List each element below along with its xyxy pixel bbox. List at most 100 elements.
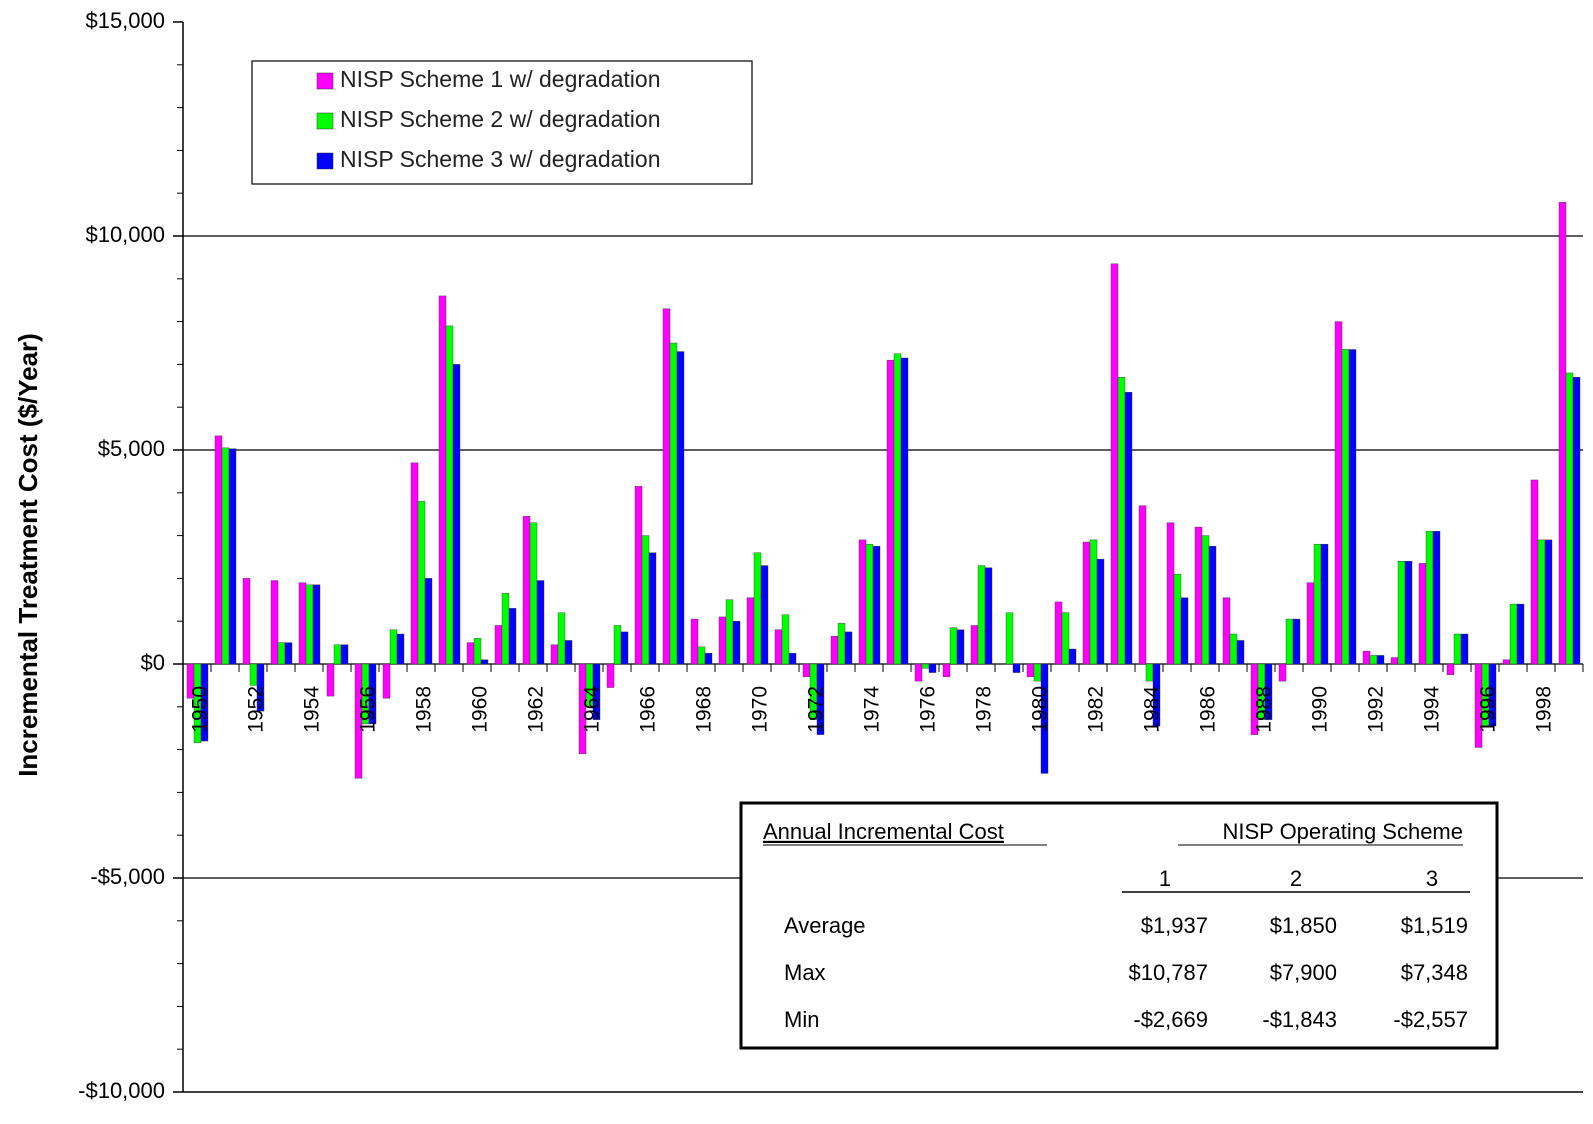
bar <box>760 565 769 665</box>
bar <box>1180 597 1189 665</box>
row-label: Average <box>784 913 866 938</box>
x-tick-label: 1980 <box>1029 686 1052 733</box>
x-tick-label: 1954 <box>301 686 324 733</box>
bar <box>1376 655 1385 665</box>
bar <box>837 623 846 665</box>
bar <box>1313 543 1322 665</box>
x-tick-label: 1978 <box>973 686 996 733</box>
bar <box>1124 392 1133 665</box>
bar <box>1320 543 1329 665</box>
bar <box>921 663 930 669</box>
table-header: NISP Operating Scheme <box>1223 819 1464 844</box>
bar <box>788 653 797 665</box>
x-tick-label: 1960 <box>469 686 492 733</box>
bar <box>1334 321 1343 665</box>
bar <box>1096 558 1105 665</box>
table-box <box>739 801 1499 1050</box>
bar <box>1425 531 1434 665</box>
bar <box>606 663 615 688</box>
bar <box>1082 541 1091 665</box>
y-tick-label: -$5,000 <box>90 864 165 889</box>
row-label: Max <box>784 960 826 985</box>
table-cell: -$2,669 <box>1133 1007 1208 1032</box>
bar <box>228 448 237 665</box>
x-tick-label: 1972 <box>805 686 828 733</box>
legend-box <box>251 60 753 185</box>
legend-swatch <box>316 152 334 170</box>
table-cell: $1,519 <box>1401 913 1468 938</box>
bar <box>1488 663 1497 727</box>
bar <box>844 631 853 665</box>
table-cell: $7,348 <box>1401 960 1468 985</box>
bar <box>445 325 454 665</box>
bar <box>1397 561 1406 665</box>
bar <box>830 635 839 665</box>
bar <box>410 462 419 665</box>
bar <box>214 435 223 665</box>
bar <box>1362 650 1371 665</box>
row-label: Min <box>784 1007 819 1032</box>
bar <box>466 642 475 665</box>
bar <box>914 663 923 682</box>
column-header: 3 <box>1426 866 1438 891</box>
bar <box>1264 663 1273 720</box>
bar <box>536 580 545 665</box>
bar <box>942 663 951 678</box>
bar <box>508 608 517 665</box>
bar <box>1208 546 1217 665</box>
bar <box>221 447 230 665</box>
x-tick-label: 1952 <box>245 686 268 733</box>
x-tick-label: 1950 <box>189 686 212 733</box>
bar <box>1558 202 1567 665</box>
bar <box>1530 479 1539 665</box>
bar <box>242 578 251 665</box>
bar <box>1390 657 1399 665</box>
bar <box>564 640 573 665</box>
table-title: Annual Incremental Cost <box>763 819 1004 844</box>
bar <box>928 663 937 673</box>
bar <box>1460 633 1469 665</box>
bar <box>480 659 489 665</box>
bar <box>1229 633 1238 665</box>
bar <box>746 597 755 665</box>
bar <box>662 308 671 665</box>
bar <box>1502 659 1511 665</box>
bar <box>753 552 762 665</box>
bar <box>1418 563 1427 665</box>
bar <box>634 486 643 665</box>
bar <box>732 621 741 665</box>
bar <box>1194 526 1203 665</box>
bar <box>1152 663 1161 727</box>
x-tick-label: 1962 <box>525 686 548 733</box>
bar <box>697 646 706 665</box>
x-tick-label: 1988 <box>1253 686 1276 733</box>
legend-label: NISP Scheme 1 w/ degradation <box>340 66 660 92</box>
bar <box>256 663 265 712</box>
bar <box>298 582 307 665</box>
y-tick-label: $15,000 <box>85 8 165 33</box>
bar <box>977 565 986 665</box>
x-tick-label: 1996 <box>1477 686 1500 733</box>
bar <box>802 663 811 678</box>
bar <box>865 543 874 665</box>
bar <box>1537 539 1546 665</box>
x-tick-label: 1964 <box>581 686 604 733</box>
bar <box>956 629 965 665</box>
bar <box>501 593 510 665</box>
y-tick-label: $10,000 <box>85 222 165 247</box>
bar <box>1054 601 1063 665</box>
bar <box>382 663 391 699</box>
x-tick-label: 1984 <box>1141 686 1164 733</box>
bar <box>1026 663 1035 678</box>
bar <box>1110 263 1119 665</box>
table-cell: $1,850 <box>1270 913 1337 938</box>
bar <box>613 625 622 665</box>
bar <box>326 663 335 697</box>
bar <box>704 653 713 665</box>
x-tick-label: 1998 <box>1533 686 1556 733</box>
x-tick-label: 1990 <box>1309 686 1332 733</box>
column-header: 1 <box>1159 866 1171 891</box>
bar <box>1068 648 1077 665</box>
bar <box>886 359 895 665</box>
